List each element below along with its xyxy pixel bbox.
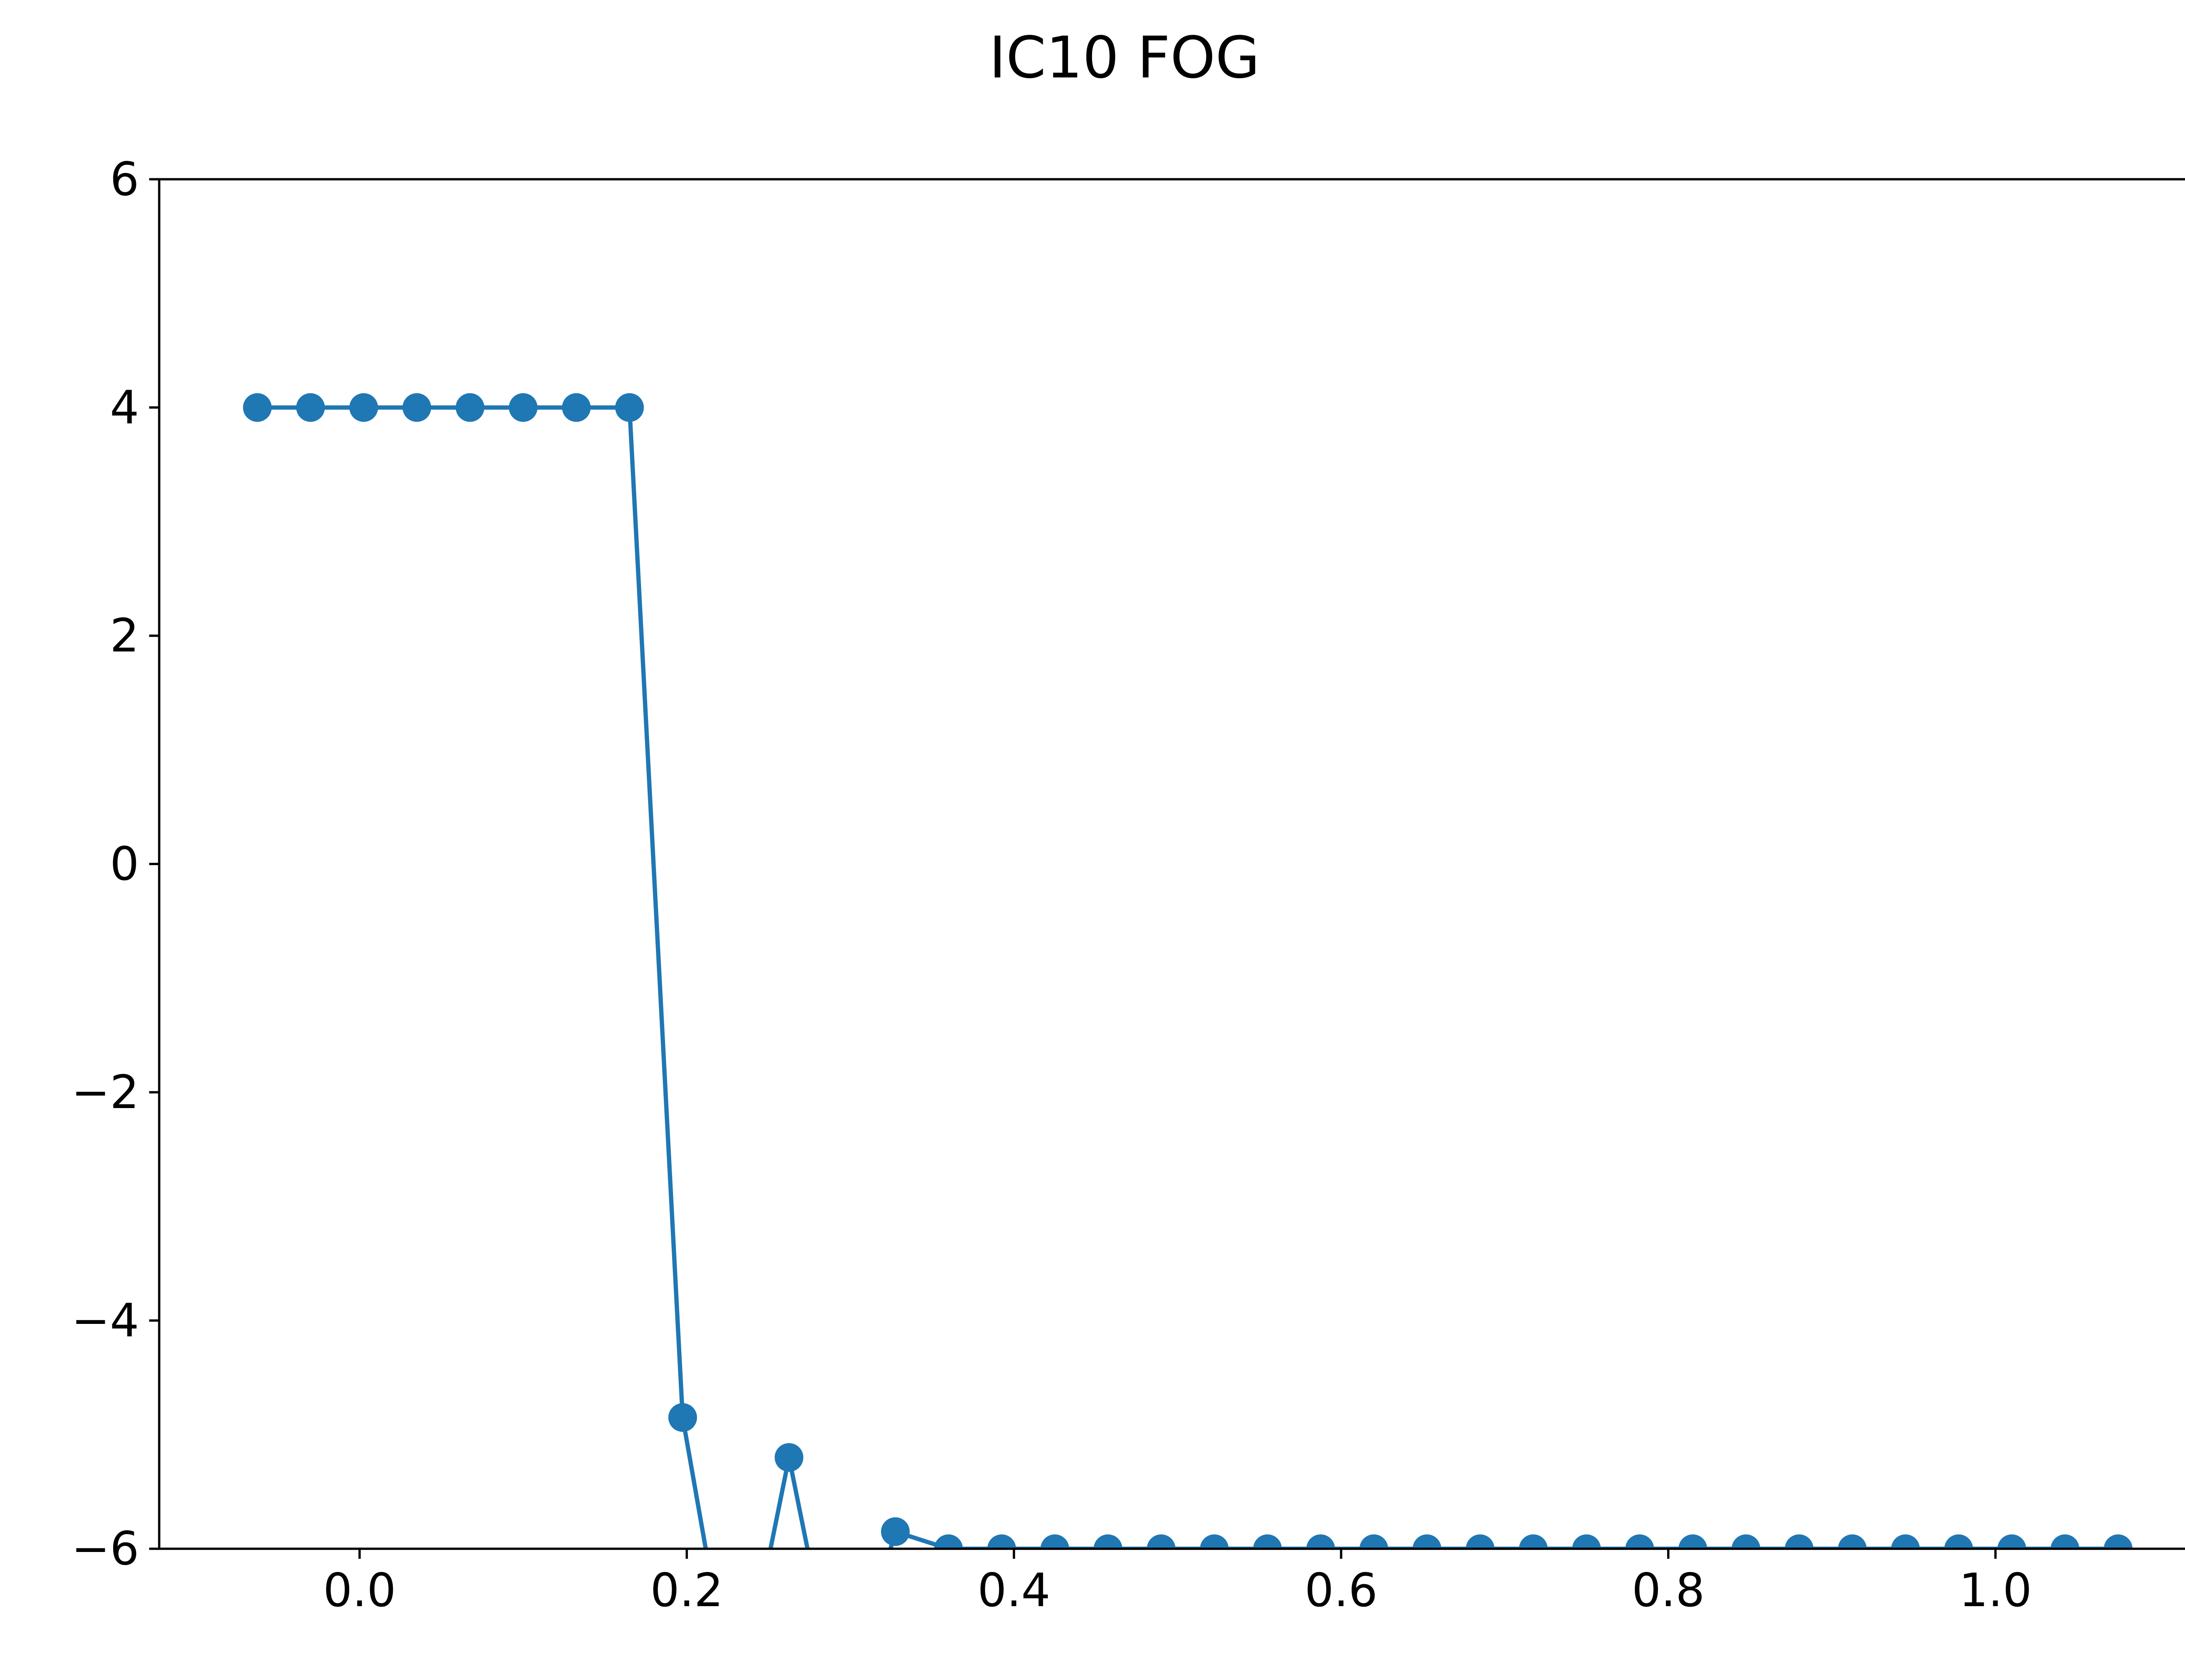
- data-point: [562, 393, 591, 422]
- data-point: [349, 393, 378, 422]
- data-point: [1466, 1534, 1495, 1549]
- data-point: [1625, 1534, 1654, 1549]
- data-point: [774, 1443, 804, 1472]
- x-tick-label: 0.0: [323, 1564, 396, 1617]
- data-point: [934, 1534, 963, 1549]
- y-tick-label: 0: [110, 838, 139, 891]
- data-point: [1040, 1534, 1069, 1549]
- chart-title: IC10 FOG: [989, 24, 1260, 91]
- data-point: [987, 1534, 1016, 1549]
- y-tick-label: 6: [110, 152, 139, 206]
- data-point: [1944, 1534, 1973, 1549]
- data-point: [615, 393, 644, 422]
- data-point: [296, 393, 325, 422]
- data-point: [1093, 1534, 1123, 1549]
- data-point: [881, 1517, 910, 1546]
- data-point: [1785, 1534, 1814, 1549]
- y-tick-label: 2: [110, 609, 139, 662]
- data-point: [1253, 1534, 1282, 1549]
- data-point: [1412, 1534, 1442, 1549]
- data-point: [2104, 1534, 2133, 1549]
- data-point: [1306, 1534, 1335, 1549]
- data-point: [402, 393, 431, 422]
- data-point: [1838, 1534, 1867, 1549]
- x-tick-label: 0.8: [1632, 1564, 1705, 1617]
- data-point: [1359, 1534, 1388, 1549]
- data-point: [1147, 1534, 1176, 1549]
- y-tick-label: −2: [72, 1066, 139, 1119]
- y-tick-label: 4: [110, 381, 139, 434]
- series-group: [243, 393, 2133, 1549]
- y-axis: −6 −4 −2 0 2 4 6: [72, 152, 160, 1576]
- data-point: [1731, 1534, 1761, 1549]
- x-tick-label: 1.0: [1959, 1564, 2032, 1617]
- x-tick-label: 0.6: [1304, 1564, 1377, 1617]
- x-tick-label: 0.4: [978, 1564, 1051, 1617]
- series-layer: [243, 393, 2133, 1549]
- x-axis: 0.0 0.2 0.4 0.6 0.8 1.0: [323, 1548, 2032, 1617]
- data-point: [243, 393, 272, 422]
- data-point: [1572, 1534, 1601, 1549]
- data-point: [1891, 1534, 1920, 1549]
- data-point: [1678, 1534, 1707, 1549]
- data-point: [1519, 1534, 1548, 1549]
- data-point: [455, 393, 485, 422]
- data-point: [668, 1403, 697, 1432]
- data-point: [509, 393, 538, 422]
- y-tick-label: −6: [72, 1522, 139, 1576]
- x-tick-label: 0.2: [650, 1564, 723, 1617]
- data-point: [1997, 1534, 2026, 1549]
- y-tick-label: −4: [72, 1294, 139, 1347]
- data-point: [2050, 1534, 2080, 1549]
- data-point: [1200, 1534, 1229, 1549]
